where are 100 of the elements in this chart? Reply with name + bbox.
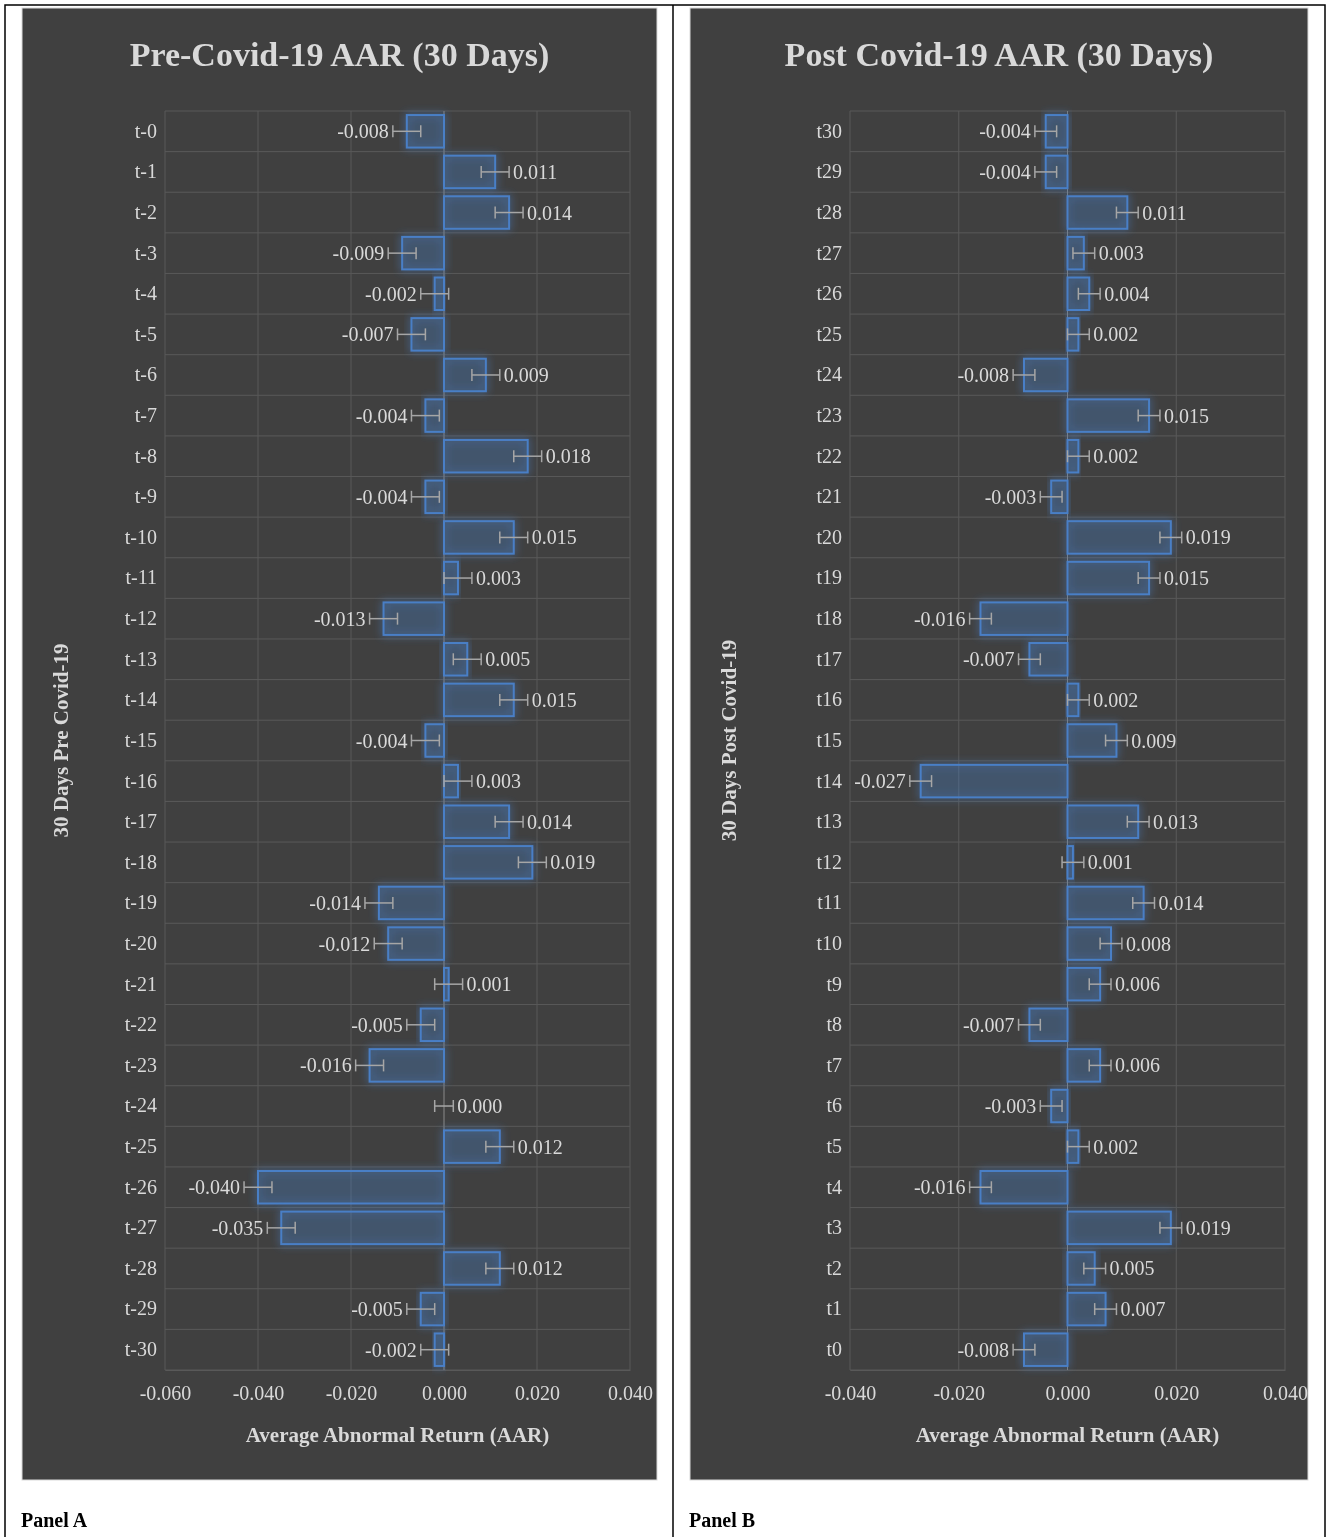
x-tick-label: -0.020 [933, 1382, 986, 1405]
data-label: 0.001 [466, 973, 512, 996]
bar [280, 1210, 445, 1246]
bar [1066, 398, 1151, 433]
y-tick-label: t30 [816, 119, 842, 142]
data-label: -0.002 [365, 1338, 417, 1361]
bar [443, 966, 450, 1002]
bar [1066, 520, 1172, 555]
y-tick-label: t14 [816, 769, 842, 792]
data-label: 0.002 [1093, 1135, 1139, 1158]
data-label: -0.005 [351, 1298, 403, 1321]
y-tick-label: t24 [816, 363, 842, 386]
x-tick-label: 0.040 [1263, 1382, 1308, 1405]
y-tick-label: t17 [816, 647, 842, 670]
data-label: 0.003 [475, 770, 521, 793]
y-tick-label: t-29 [124, 1297, 157, 1320]
data-label: 0.009 [1131, 729, 1177, 752]
bar [424, 398, 445, 433]
bar [979, 601, 1069, 636]
y-tick-label: t-15 [124, 728, 157, 751]
bar [433, 1332, 445, 1367]
y-tick-label: t2 [826, 1256, 842, 1279]
x-tick-label: 0.040 [608, 1382, 653, 1405]
bar [433, 276, 445, 311]
data-label: 0.014 [1158, 891, 1204, 914]
data-label: 0.006 [1115, 1054, 1160, 1077]
y-tick-label: t-7 [134, 404, 157, 426]
y-tick-label: t6 [826, 1094, 842, 1117]
bar [443, 357, 487, 393]
bar [443, 642, 469, 677]
data-label: -0.004 [355, 404, 408, 427]
bar [377, 885, 445, 921]
y-tick-label: t-19 [124, 891, 157, 914]
chart-title: Pre-Covid-19 AAR (30 Days) [129, 36, 550, 74]
x-tick-label: -0.040 [824, 1382, 877, 1405]
bar [1066, 845, 1074, 880]
data-label: 0.011 [513, 160, 558, 183]
data-label: -0.014 [309, 891, 361, 914]
y-tick-label: t19 [816, 566, 842, 589]
data-label: -0.002 [365, 282, 417, 305]
y-tick-label: t3 [826, 1216, 842, 1239]
bar [443, 804, 511, 839]
data-label: 0.006 [1115, 973, 1160, 996]
bar [1050, 1088, 1069, 1124]
bar [1066, 235, 1085, 271]
data-label: -0.013 [313, 607, 366, 630]
data-label: 0.002 [1093, 323, 1139, 346]
bar [257, 1170, 445, 1205]
bar [382, 601, 445, 636]
y-tick-label: t7 [826, 1053, 842, 1076]
data-label: 0.002 [1093, 445, 1139, 468]
data-label: 0.014 [527, 810, 573, 833]
y-tick-label: t-8 [134, 444, 157, 467]
bar [443, 154, 497, 190]
bar [1050, 479, 1069, 515]
data-label: -0.008 [957, 363, 1010, 386]
data-label: 0.005 [1109, 1257, 1155, 1280]
bar [1023, 1332, 1069, 1367]
y-tick-label: t27 [816, 241, 842, 264]
bar [443, 763, 459, 799]
data-label: -0.007 [962, 1013, 1015, 1036]
data-label: -0.004 [355, 485, 408, 508]
y-tick-label: t-11 [125, 566, 157, 589]
data-label: -0.004 [979, 160, 1031, 183]
y-tick-label: t-24 [124, 1094, 157, 1117]
bar [979, 1170, 1069, 1205]
x-axis-title: Average Abnormal Return (AAR) [915, 1423, 1220, 1447]
data-label: 0.002 [1093, 688, 1139, 711]
data-label: 0.014 [527, 201, 573, 224]
data-label: -0.016 [913, 607, 966, 630]
y-tick-label: t-0 [134, 119, 157, 142]
y-tick-label: t-28 [124, 1256, 157, 1279]
y-tick-label: t16 [816, 688, 842, 711]
bar [410, 317, 445, 352]
y-tick-label: t-1 [134, 160, 157, 183]
data-label: -0.016 [299, 1054, 352, 1077]
bar [1028, 642, 1069, 677]
y-tick-label: t20 [816, 525, 842, 548]
bar [1023, 357, 1069, 393]
data-label: 0.000 [457, 1095, 503, 1118]
data-label: -0.004 [355, 729, 408, 752]
y-tick-label: t-2 [134, 200, 157, 223]
y-tick-label: t-3 [134, 241, 157, 264]
bar [424, 479, 445, 515]
bar [1044, 114, 1069, 149]
y-tick-label: t26 [816, 282, 842, 305]
data-label: -0.016 [913, 1176, 966, 1199]
y-tick-label: t13 [816, 810, 842, 833]
y-tick-label: t-5 [134, 322, 157, 345]
y-tick-label: t-17 [124, 810, 157, 833]
y-tick-label: t22 [816, 444, 842, 467]
y-tick-label: t-25 [124, 1135, 157, 1158]
y-tick-label: t-6 [134, 363, 157, 386]
y-tick-label: t28 [816, 200, 842, 223]
y-tick-label: t-20 [124, 931, 157, 954]
bar [1066, 317, 1080, 352]
data-label: -0.035 [211, 1216, 264, 1239]
data-label: 0.019 [550, 851, 596, 874]
y-tick-label: t-13 [124, 647, 157, 670]
x-axis-title: Average Abnormal Return (AAR) [245, 1423, 550, 1447]
